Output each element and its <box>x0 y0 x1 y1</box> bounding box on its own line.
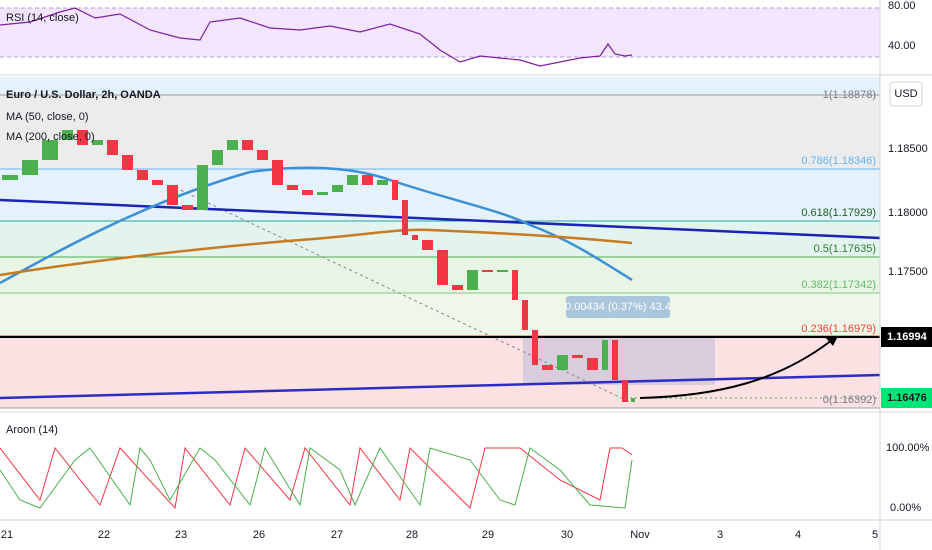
fib-label: 0.5(1.17635) <box>814 243 876 255</box>
aroon-label: Aroon (14) <box>6 424 58 436</box>
price-label: 1.16994 <box>887 331 928 343</box>
fib-label: 0.618(1.17929) <box>801 207 876 219</box>
band <box>0 77 880 95</box>
dashed-line <box>169 184 631 403</box>
price-label: 1.16476 <box>887 392 927 404</box>
candles <box>2 130 635 402</box>
price-axis <box>880 77 932 410</box>
aroon-up <box>0 446 633 509</box>
time-tick: 5 <box>872 529 878 541</box>
price-tick: 1.18000 <box>888 207 928 219</box>
rsi-line <box>0 7 633 67</box>
rsi-tick: 80.00 <box>888 0 916 12</box>
band <box>0 95 880 169</box>
indicator: MA (200, close, 0) <box>6 131 95 143</box>
aroon-pane: Aroon (14) 100.00% 0.00% <box>0 424 930 514</box>
time-axis: 21 22 23 26 27 28 29 30 Nov 3 4 5 <box>1 529 878 541</box>
time-tick: 30 <box>561 529 573 541</box>
time-tick: 29 <box>482 529 494 541</box>
measure-label: 0.00434 (0.37%) 43.4 <box>565 301 671 313</box>
price-tick: 1.18500 <box>888 143 928 155</box>
time-tick: 22 <box>98 529 110 541</box>
arrow <box>639 339 833 399</box>
time-tick: 23 <box>175 529 187 541</box>
indicator: MA (50, close, 0) <box>6 111 89 123</box>
band <box>0 336 880 408</box>
aroon-tick: 0.00% <box>890 502 921 514</box>
rsi-tick: 40.00 <box>888 40 916 52</box>
fib-labels: 1(1.18878) 0.786(1.18346) 0.618(1.17929)… <box>801 89 876 406</box>
fib-bands <box>0 77 880 409</box>
time-tick: 4 <box>795 529 801 541</box>
rsi-pane: RSI (14, close) 80.00 40.00 <box>0 0 916 67</box>
fib-label: 0.382(1.17342) <box>801 279 876 291</box>
time-tick: 3 <box>717 529 723 541</box>
symbol: Euro / U.S. Dollar, 2h, OANDA <box>6 89 161 101</box>
aroon-down <box>0 446 633 510</box>
time-tick: 21 <box>1 529 13 541</box>
time-tick: 28 <box>406 529 418 541</box>
time-tick: 26 <box>253 529 265 541</box>
rsi-label: RSI (14, close) <box>6 12 79 24</box>
fib-label: 0.786(1.18346) <box>801 155 876 167</box>
trend-line <box>0 373 881 400</box>
price-badge <box>881 327 932 347</box>
rsi-band <box>0 8 880 57</box>
price-badge <box>881 388 932 408</box>
arrow-head <box>826 336 838 346</box>
aroon-tick: 100.00% <box>886 442 930 454</box>
currency-button[interactable] <box>889 81 923 107</box>
fib-label: 0(1.16392) <box>823 394 876 406</box>
price-tick: 1.17500 <box>888 266 928 278</box>
measure-box <box>523 337 715 385</box>
ma50 <box>0 166 633 285</box>
time-tick: Nov <box>630 529 650 541</box>
band <box>0 293 880 336</box>
fib-label: 0.236(1.16979) <box>801 323 876 335</box>
currency[interactable]: USD <box>894 88 917 100</box>
ma200 <box>0 228 633 277</box>
trend-line <box>0 198 881 240</box>
measure-tag <box>566 296 670 318</box>
fib-label: 1(1.18878) <box>823 89 876 101</box>
time-tick: 27 <box>331 529 343 541</box>
